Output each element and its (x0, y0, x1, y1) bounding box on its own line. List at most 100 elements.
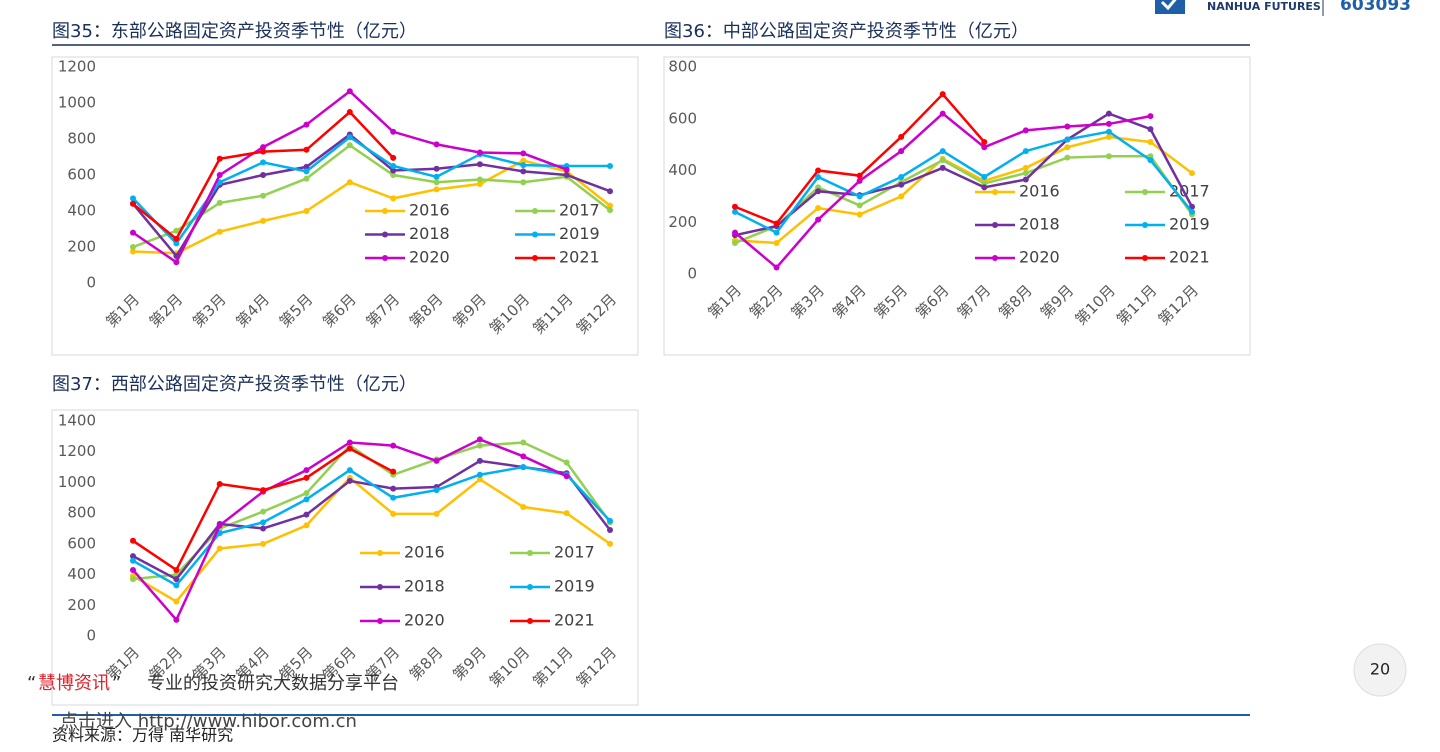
legend-dot (992, 189, 998, 195)
data-point (173, 566, 180, 573)
legend-label: 2019 (554, 577, 595, 596)
data-point (773, 229, 780, 236)
data-point (303, 511, 310, 518)
data-point (773, 220, 780, 227)
data-point (773, 264, 780, 271)
legend-label: 2021 (559, 248, 600, 267)
series-line (734, 155, 1194, 245)
plot-frame (51, 409, 639, 706)
series-line (132, 476, 611, 604)
data-point (607, 188, 613, 195)
data-point (1022, 127, 1029, 134)
data-point (216, 480, 223, 487)
data-point (939, 110, 946, 117)
data-point (216, 172, 223, 178)
data-point (346, 467, 353, 474)
data-point (939, 148, 946, 155)
y-tick-label: 1200 (58, 58, 96, 76)
legend-label: 2019 (1169, 215, 1210, 234)
data-point (390, 485, 397, 492)
series-line (734, 130, 1193, 235)
y-tick-label: 800 (668, 58, 697, 76)
data-point (433, 173, 440, 180)
data-point (732, 239, 738, 246)
data-point (390, 154, 397, 161)
data-point (303, 146, 310, 153)
data-point (303, 208, 310, 214)
logo-text: NANHUA FUTURES (1207, 0, 1321, 13)
data-point (173, 598, 180, 605)
data-point (815, 173, 822, 180)
data-point (898, 148, 905, 155)
data-point (260, 525, 267, 532)
data-point (390, 195, 397, 202)
watermark-brand: 慧博资讯 (38, 673, 110, 694)
watermark-quote: ” (112, 673, 121, 694)
data-point (303, 522, 310, 529)
source: 资料来源：万得 南华研究 (52, 726, 233, 745)
legend-dot (992, 255, 998, 261)
legend-label: 2017 (554, 543, 595, 562)
data-point (1189, 208, 1195, 215)
data-point (1064, 136, 1071, 143)
legend-label: 2018 (1019, 215, 1060, 234)
data-point (732, 229, 738, 236)
data-point (216, 522, 223, 529)
data-point (260, 540, 267, 547)
chart-title: 图36：中部公路固定资产投资季节性（亿元） (664, 21, 1029, 42)
y-tick-label: 200 (67, 238, 96, 256)
legend-dot (532, 255, 538, 261)
y-tick-label: 200 (668, 213, 697, 231)
data-point (898, 181, 905, 188)
data-point (563, 459, 570, 466)
data-point (1147, 126, 1154, 133)
y-tick-label: 0 (86, 274, 96, 292)
data-point (607, 163, 613, 169)
page-badge (1353, 643, 1407, 697)
data-point (563, 166, 570, 173)
data-point (1147, 139, 1154, 146)
legend-dot (382, 231, 388, 238)
data-point (260, 217, 267, 224)
series-line (132, 143, 611, 249)
data-point (303, 496, 310, 503)
data-point (216, 155, 223, 162)
data-point (981, 139, 988, 146)
data-point (303, 175, 310, 182)
chart-title: 图37：西部公路固定资产投资季节性（亿元） (52, 374, 417, 395)
data-point (433, 186, 440, 193)
data-point (520, 150, 527, 157)
data-point (130, 537, 136, 544)
data-point (260, 487, 267, 494)
data-point (433, 179, 440, 186)
data-point (173, 235, 180, 242)
data-point (1105, 153, 1112, 160)
legend-label: 2021 (554, 611, 595, 630)
data-point (607, 540, 613, 547)
data-point (173, 240, 180, 247)
data-point (173, 259, 180, 266)
data-point (939, 91, 946, 98)
data-point (520, 439, 527, 446)
data-point (1189, 170, 1195, 177)
legend-label: 2018 (409, 224, 450, 243)
data-point (520, 453, 527, 460)
data-point (390, 167, 397, 174)
data-point (520, 464, 527, 471)
data-point (130, 576, 136, 583)
data-point (815, 205, 822, 212)
legend-label: 2019 (559, 224, 600, 243)
y-tick-label: 600 (668, 109, 697, 127)
data-point (433, 457, 440, 464)
legend-label: 2020 (1019, 248, 1060, 267)
data-point (732, 203, 738, 210)
data-point (173, 576, 180, 583)
y-tick-label: 400 (668, 161, 697, 179)
y-tick-label: 0 (86, 627, 96, 645)
watermark-link[interactable]: 点击进入 http://www.hibor.com.cn (60, 711, 357, 732)
data-point (433, 141, 440, 148)
data-point (303, 467, 310, 474)
data-point (607, 202, 613, 209)
data-point (390, 172, 397, 178)
